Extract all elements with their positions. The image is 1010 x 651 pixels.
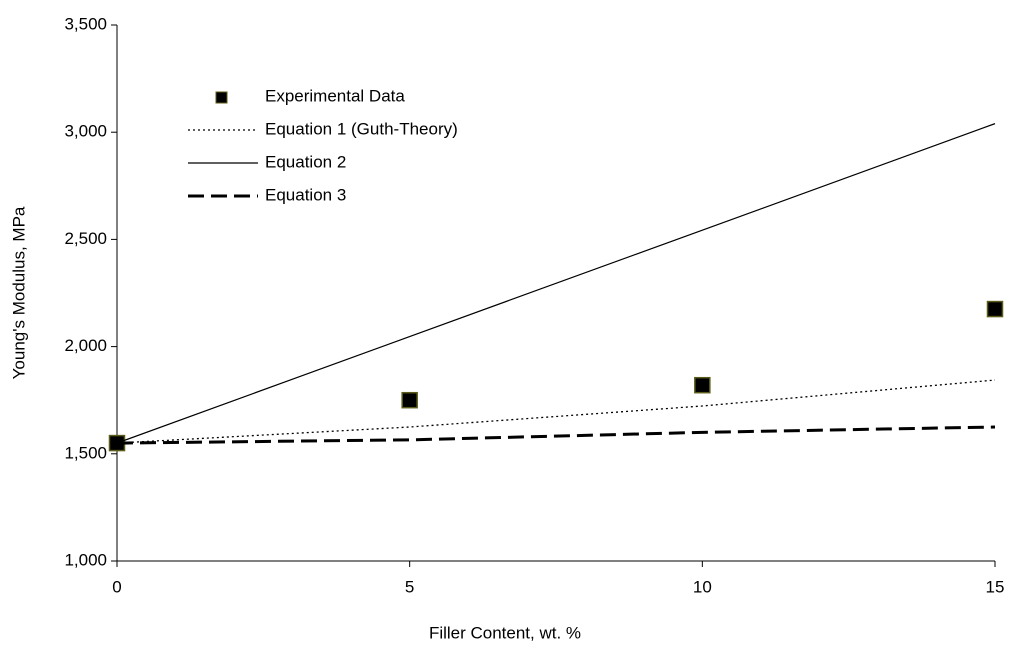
series-line bbox=[116, 379, 996, 444]
y-tick-label: 3,000 bbox=[64, 122, 107, 141]
x-tick-label: 5 bbox=[405, 577, 414, 596]
x-tick-label: 10 bbox=[693, 577, 712, 596]
marker bbox=[401, 391, 418, 409]
legend-marker bbox=[215, 91, 228, 104]
legend-label: Experimental Data bbox=[265, 86, 405, 105]
x-tick-label: 0 bbox=[112, 577, 121, 596]
y-axis-title: Young's Modulus, MPa bbox=[9, 206, 28, 379]
y-tick-label: 1,500 bbox=[64, 443, 107, 462]
marker bbox=[986, 300, 1004, 318]
y-tick-label: 3,500 bbox=[64, 14, 107, 33]
series-line bbox=[116, 425, 996, 445]
legend-label: Equation 2 bbox=[265, 152, 346, 171]
legend-label: Equation 1 (Guth-Theory) bbox=[265, 119, 458, 138]
series-line bbox=[116, 123, 996, 444]
marker bbox=[694, 376, 711, 394]
x-axis-title: Filler Content, wt. % bbox=[429, 623, 581, 642]
y-tick-label: 2,500 bbox=[64, 229, 107, 248]
y-tick-label: 2,000 bbox=[64, 336, 107, 355]
x-tick-label: 15 bbox=[986, 577, 1005, 596]
y-tick-label: 1,000 bbox=[64, 550, 107, 569]
legend-label: Equation 3 bbox=[265, 185, 346, 204]
